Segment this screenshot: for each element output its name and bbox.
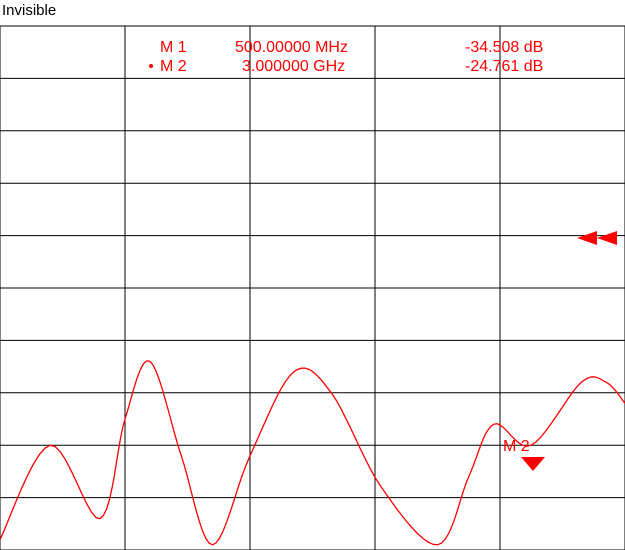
channel-state-label: Invisible [2, 2, 57, 19]
active-marker-dot [149, 64, 153, 68]
marker-2-tag[interactable]: M 2 [503, 438, 545, 471]
marker-row-1: M 1 500.00000 MHz -34.508 dB [160, 39, 543, 56]
marker-triangle-icon [521, 457, 545, 471]
marker-2-value: -24.761 dB [465, 58, 543, 75]
marker-2-frequency: 3.000000 GHz [242, 58, 345, 75]
marker-2-tag-label: M 2 [503, 438, 530, 455]
marker-row-2: M 2 3.000000 GHz -24.761 dB [149, 58, 543, 75]
marker-1-name: M 1 [160, 39, 187, 56]
marker-2-name: M 2 [160, 58, 187, 75]
marker-1-frequency: 500.00000 MHz [235, 39, 348, 56]
marker-1-value: -34.508 dB [465, 39, 543, 56]
double-left-arrow-icon[interactable] [577, 231, 617, 245]
trace-line [0, 360, 625, 546]
plot-grid [0, 25, 625, 550]
marker-readout: M 1 500.00000 MHz -34.508 dB M 2 3.00000… [149, 39, 543, 75]
